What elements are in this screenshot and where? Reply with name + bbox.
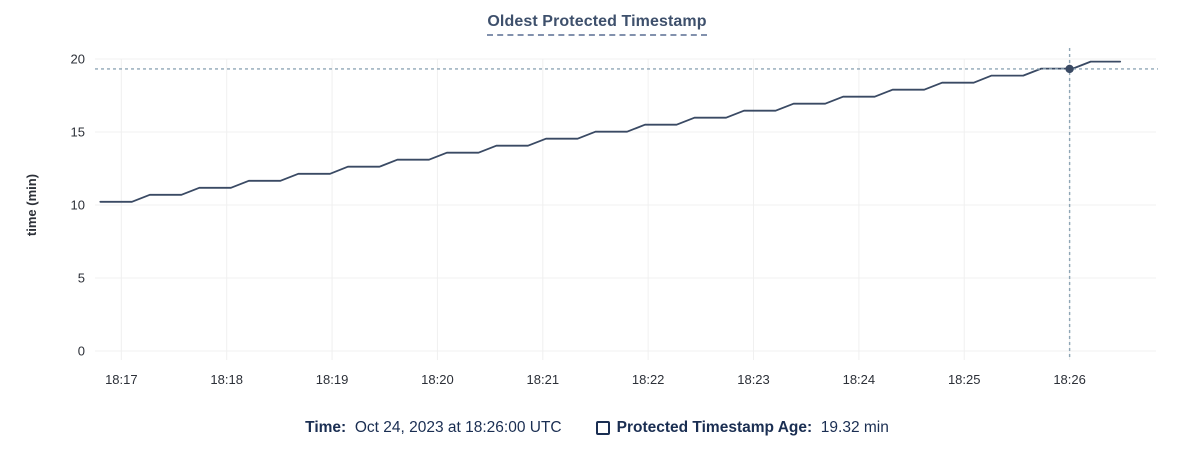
- x-tick-label: 18:23: [737, 372, 770, 387]
- y-tick-label: 15: [71, 125, 85, 140]
- spacer: [812, 419, 821, 437]
- legend-series-protected-timestamp-age: Protected Timestamp Age: 19.32 min: [595, 419, 889, 437]
- plot-area[interactable]: [95, 59, 1156, 351]
- x-tick-label: 18:21: [527, 372, 560, 387]
- x-tick-label: 18:18: [210, 372, 243, 387]
- series-value: 19.32 min: [820, 419, 889, 436]
- x-tick-label: 18:25: [948, 372, 981, 387]
- hover-time: Time: Oct 24, 2023 at 18:26:00 UTC: [305, 419, 561, 437]
- legend-checkbox-icon[interactable]: [595, 421, 610, 435]
- chart-title[interactable]: Oldest Protected Timestamp: [487, 13, 707, 36]
- series-line-protected-timestamp-age: [99, 60, 1122, 203]
- x-tick-label: 18:26: [1053, 372, 1086, 387]
- timeseries-chart: 0 5 10 15 20 18:17 18:18 18:19 18:20 18:21 18:22 18…: [24, 48, 1158, 387]
- spacer: [346, 419, 355, 437]
- chart-header: Oldest Protected Timestamp: [0, 13, 1194, 36]
- y-tick-label: 20: [71, 52, 85, 67]
- hover-legend: Time: Oct 24, 2023 at 18:26:00 UTC Prote…: [0, 419, 1194, 437]
- x-tick-label: 18:20: [421, 372, 454, 387]
- time-value: Oct 24, 2023 at 18:26:00 UTC: [354, 419, 562, 436]
- x-tick-label: 18:22: [632, 372, 665, 387]
- series-label: Protected Timestamp Age:: [616, 419, 813, 436]
- x-tick-label: 18:17: [105, 372, 138, 387]
- x-tick-label: 18:24: [843, 372, 876, 387]
- time-label: Time:: [305, 419, 347, 436]
- y-tick-label: 10: [71, 198, 85, 213]
- y-tick-label: 5: [78, 271, 85, 286]
- y-tick-label: 0: [78, 344, 85, 359]
- x-tick-label: 18:19: [316, 372, 349, 387]
- hover-point: [1065, 64, 1074, 74]
- y-axis-title: time (min): [24, 174, 39, 236]
- chart-container: 0 5 10 15 20 18:17 18:18 18:19 18:20 18:21 18:22 18…: [24, 48, 1158, 387]
